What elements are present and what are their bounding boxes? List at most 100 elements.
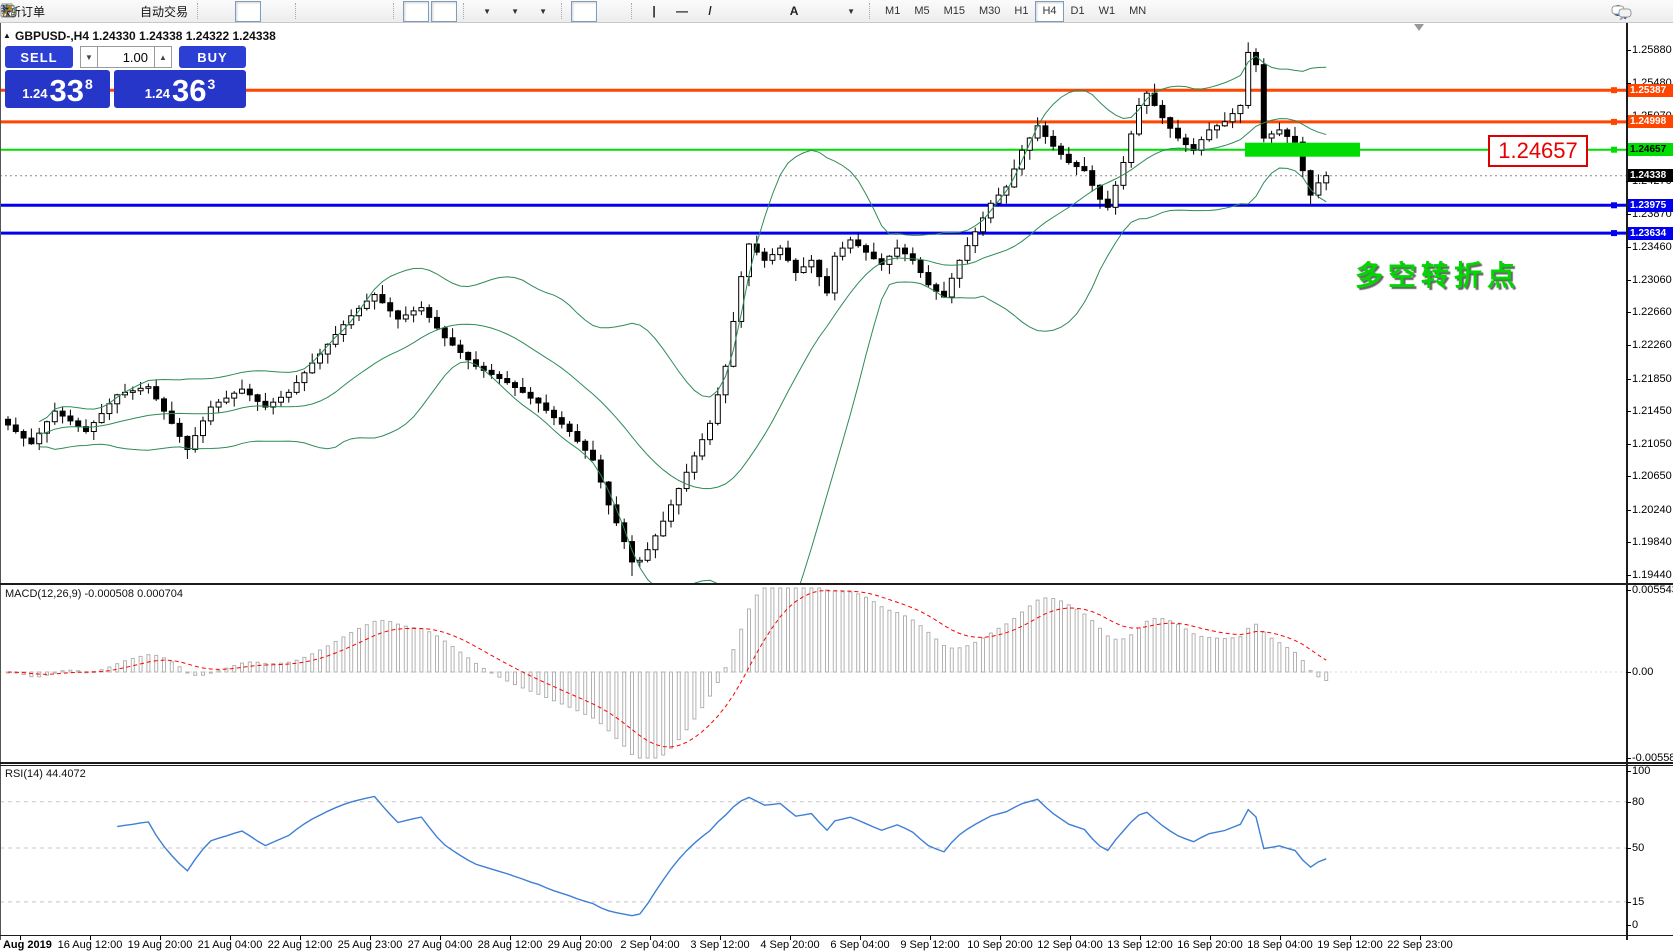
buy-price-box[interactable]: 1.24 36 3 (114, 70, 246, 108)
macd-label: MACD(12,26,9) -0.000508 0.000704 (5, 588, 183, 600)
timeframe-M5[interactable]: M5 (914, 5, 930, 17)
volume-decrease-button[interactable]: ▼ (80, 46, 98, 68)
rsi-pane-splitter[interactable] (0, 762, 1673, 764)
panel-collapse-arrow[interactable]: ▲ (3, 31, 11, 40)
time-tick-label: 4 Sep 20:00 (760, 939, 820, 951)
text-icon: A (789, 4, 799, 18)
auto-scroll-button[interactable] (1, 0, 430, 22)
timeframe-bar: M1 M5 M15 M30 H1 H4 D1 W1 MN (878, 0, 1153, 22)
price-tick-label: 1.20240 (1632, 503, 1672, 516)
buy-price-prefix: 1.24 (144, 86, 171, 101)
highlight-zone[interactable] (1245, 142, 1360, 157)
time-tick-label: 16 Aug 12:00 (57, 939, 123, 951)
volume-input[interactable]: 1.00 (98, 46, 154, 68)
dropdown-caret-icon: ▼ (511, 6, 519, 16)
cursor-tool-button[interactable] (3, 0, 598, 22)
vertical-line-tool-button[interactable]: | (641, 1, 667, 22)
price-tick-label: 1.20650 (1632, 470, 1672, 483)
time-tick-mark (300, 936, 301, 940)
timeframe-M15[interactable]: M15 (943, 5, 965, 17)
price-badge: 1.23975 (1628, 198, 1673, 212)
macd-tick-mark (1626, 590, 1631, 591)
main-toolbar: 新订单 自动交易 (0, 0, 1673, 23)
timeframe-M30[interactable]: M30 (979, 5, 1001, 17)
macd-signal-line (7, 590, 1327, 748)
time-tick-label: 18 Sep 04:00 (1247, 939, 1313, 951)
macd-main-value: -0.000508 (84, 588, 135, 600)
time-axis: 15 Aug 2019 16 Aug 12:00 19 Aug 20:00 21 Au… (0, 936, 1673, 951)
horizontal-line-tool-button[interactable]: — (669, 1, 695, 22)
time-tick-label: 15 Aug 2019 (0, 939, 52, 951)
arrows-tool-button[interactable]: ▼ (2, 1, 863, 22)
sell-price-prefix: 1.24 (22, 86, 48, 101)
price-chart[interactable] (0, 23, 1673, 583)
crosshair-tool-button[interactable] (1, 1, 625, 22)
dropdown-caret-icon: ▼ (483, 6, 491, 16)
price-axis-border (1626, 23, 1628, 940)
price-tick-mark (1626, 574, 1631, 576)
volume-increase-button[interactable]: ▲ (154, 46, 172, 68)
candlestick-button[interactable] (1, 0, 262, 22)
timeframe-H1[interactable]: H1 (1014, 5, 1029, 17)
turning-point-annotation[interactable]: 多空转折点 (1355, 260, 1521, 291)
macd-pane[interactable] (0, 584, 1673, 762)
signal-button[interactable] (1, 1, 132, 22)
macd-signal-value: 0.000704 (137, 588, 183, 600)
quotes-button[interactable] (0, 1, 76, 22)
chat-button[interactable] (1611, 1, 1666, 22)
zoom-in-button[interactable] (1, 1, 331, 22)
sell-button[interactable]: SELL (5, 46, 73, 68)
line-chart-button[interactable] (0, 1, 289, 22)
macd-pane-splitter[interactable] (0, 583, 1673, 585)
periods-button[interactable]: ▼ (0, 1, 527, 22)
autotrade-label: 自动交易 (140, 4, 189, 19)
timeframe-D1[interactable]: D1 (1070, 5, 1085, 17)
time-tick-mark (860, 936, 861, 940)
rsi-pane[interactable] (0, 765, 1673, 935)
tile-windows-button[interactable] (1, 1, 387, 22)
price-tick-mark (1626, 345, 1631, 347)
new-order-label: 新订单 (9, 4, 46, 19)
rsi-axis-label: 15 (1632, 895, 1645, 908)
horizontal-lines[interactable] (0, 87, 1626, 237)
toolbar-separator (393, 3, 397, 19)
channel-tool-button[interactable]: E (1, 1, 751, 22)
timeframe-M1[interactable]: M1 (885, 5, 901, 17)
time-tick-mark (510, 936, 511, 940)
price-badge: 1.25387 (1628, 83, 1673, 97)
label-tool-button[interactable]: T (0, 1, 835, 22)
chart-shift-button[interactable] (1, 0, 458, 22)
zoom-out-button[interactable] (1, 1, 359, 22)
templates-button[interactable]: ▼ (0, 1, 555, 22)
price-callout-box[interactable]: 1.24657 (1488, 135, 1588, 167)
macd-tick-mark (1626, 672, 1631, 673)
timeframe-MN[interactable]: MN (1129, 5, 1147, 17)
time-tick-label: 29 Aug 20:00 (547, 939, 613, 951)
sell-price-big: 33 (49, 73, 84, 108)
rsi-tick-mark (1626, 801, 1631, 803)
time-axis-border (0, 935, 1673, 936)
time-tick-mark (20, 936, 21, 940)
macd-axis-label: 0.00 (1632, 666, 1654, 678)
buy-button[interactable]: BUY (179, 46, 246, 68)
one-click-trading-panel: SELL ▼ 1.00 ▲ BUY 1.24 33 8 1.24 36 3 (5, 46, 246, 108)
chart-shift-marker[interactable] (1414, 24, 1424, 31)
autotrade-button[interactable]: 自动交易 (1, 1, 191, 22)
sell-price-box[interactable]: 1.24 33 8 (5, 70, 110, 108)
time-tick-mark (1210, 936, 1211, 940)
fibonacci-tool-button[interactable]: F (2, 1, 779, 22)
trendline-tool-button[interactable]: / (697, 1, 723, 22)
timeframe-H4[interactable]: H4 (1035, 0, 1064, 22)
indicators-button[interactable]: ▼ (0, 1, 499, 22)
time-tick-mark (1420, 936, 1421, 940)
time-tick-mark (1140, 936, 1141, 940)
timeframe-W1[interactable]: W1 (1098, 5, 1116, 17)
text-tool-button[interactable]: A (781, 1, 807, 22)
price-tick-label: 1.21450 (1632, 405, 1672, 418)
time-tick-label: 28 Aug 12:00 (477, 939, 543, 951)
time-tick-label: 19 Sep 12:00 (1317, 939, 1383, 951)
market-watch-button[interactable] (1, 1, 104, 22)
bar-chart-button[interactable] (1, 1, 233, 22)
time-tick-mark (160, 936, 161, 940)
